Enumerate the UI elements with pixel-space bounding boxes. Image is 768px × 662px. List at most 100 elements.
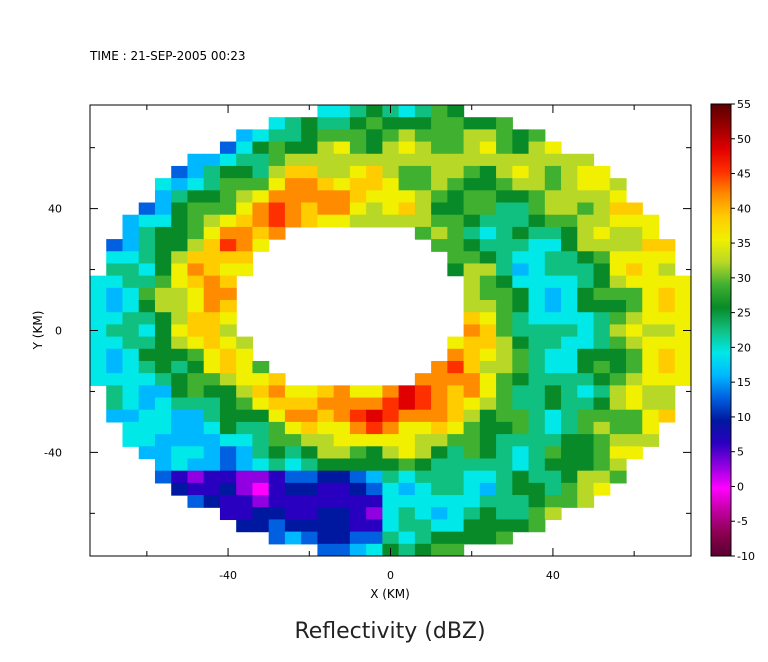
- field-cell: [577, 300, 595, 313]
- field-cell: [349, 446, 367, 460]
- field-cell: [528, 153, 546, 167]
- field-cell: [479, 251, 497, 265]
- field-cell: [333, 190, 351, 204]
- field-cell: [317, 397, 335, 411]
- field-cell: [593, 446, 611, 460]
- field-cell: [447, 373, 465, 386]
- field-cell: [479, 373, 497, 386]
- field-cell: [333, 507, 351, 521]
- field-cell: [366, 129, 383, 143]
- field-cell: [106, 251, 124, 265]
- field-cell: [268, 458, 286, 472]
- field-cell: [301, 409, 318, 423]
- field-cell: [658, 275, 676, 289]
- field-cell: [317, 214, 335, 228]
- field-cell: [561, 336, 578, 350]
- field-cell: [431, 482, 448, 496]
- field-cell: [479, 129, 497, 143]
- field-cell: [512, 495, 530, 508]
- field-cell: [512, 373, 530, 386]
- field-cell: [382, 519, 400, 533]
- field-cell: [528, 251, 546, 265]
- field-cell: [561, 409, 578, 423]
- field-cell: [463, 129, 481, 143]
- field-cell: [512, 324, 530, 338]
- field-cell: [252, 397, 270, 411]
- field-cell: [496, 397, 513, 411]
- field-cell: [463, 300, 481, 313]
- field-cell: [512, 141, 530, 155]
- field-cell: [528, 336, 546, 350]
- field-cell: [349, 190, 367, 204]
- field-cell: [658, 251, 676, 265]
- field-cell: [154, 458, 172, 472]
- field-cell: [138, 348, 156, 362]
- field-cell: [398, 117, 416, 130]
- field-cell: [431, 458, 448, 472]
- field-cell: [171, 300, 189, 313]
- field-cell: [382, 385, 400, 399]
- field-cell: [203, 300, 221, 313]
- field-cell: [431, 239, 448, 252]
- field-cell: [349, 482, 367, 496]
- field-cell: [512, 348, 530, 362]
- field-cell: [154, 263, 172, 277]
- field-cell: [268, 214, 286, 228]
- field-cell: [479, 519, 497, 533]
- field-cell: [463, 214, 481, 228]
- field-cell: [122, 287, 140, 301]
- field-cell: [593, 226, 611, 240]
- field-cell: [447, 482, 465, 496]
- field-cell: [171, 251, 189, 265]
- field-cell: [528, 458, 546, 472]
- field-cell: [236, 214, 254, 228]
- field-cell: [382, 397, 400, 411]
- field-cell: [187, 214, 205, 228]
- field-cell: [447, 153, 465, 167]
- field-cell: [447, 105, 465, 118]
- field-cell: [203, 263, 221, 277]
- field-cell: [284, 507, 302, 521]
- field-cell: [447, 202, 465, 216]
- field-cell: [496, 458, 513, 472]
- field-cell: [479, 324, 497, 338]
- field-cell: [171, 373, 189, 386]
- field-cell: [382, 409, 400, 423]
- field-cell: [301, 214, 318, 228]
- field-cell: [301, 141, 318, 155]
- field-cell: [333, 165, 351, 179]
- field-cell: [463, 117, 481, 130]
- field-cell: [138, 336, 156, 350]
- field-cell: [236, 129, 254, 143]
- field-cell: [496, 300, 513, 313]
- field-cell: [577, 470, 595, 484]
- field-cell: [512, 202, 530, 216]
- field-cell: [333, 214, 351, 228]
- field-cell: [301, 531, 318, 545]
- field-cell: [479, 446, 497, 460]
- field-cell: [512, 336, 530, 350]
- field-cell: [479, 397, 497, 411]
- field-cell: [317, 141, 335, 155]
- field-cell: [236, 336, 254, 350]
- field-cell: [528, 312, 546, 326]
- field-cell: [301, 385, 318, 399]
- field-cell: [106, 336, 124, 350]
- field-cell: [496, 117, 513, 130]
- field-cell: [203, 373, 221, 386]
- field-cell: [561, 165, 578, 179]
- field-cell: [268, 190, 286, 204]
- field-cell: [479, 165, 497, 179]
- field-cell: [138, 263, 156, 277]
- field-cell: [593, 214, 611, 228]
- field-cell: [171, 470, 189, 484]
- field-cell: [382, 458, 400, 472]
- field-cell: [528, 190, 546, 204]
- field-cell: [106, 300, 124, 313]
- field-cell: [463, 397, 481, 411]
- field-cell: [512, 239, 530, 252]
- field-cell: [106, 373, 124, 386]
- field-cell: [219, 373, 237, 386]
- field-cell: [203, 190, 221, 204]
